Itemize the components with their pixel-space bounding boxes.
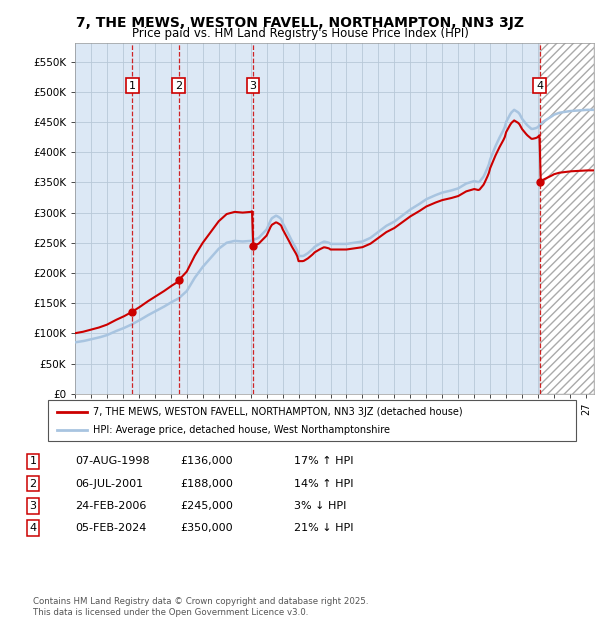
Text: 24-FEB-2006: 24-FEB-2006 [75,501,146,511]
Text: 14% ↑ HPI: 14% ↑ HPI [294,479,353,489]
Text: 07-AUG-1998: 07-AUG-1998 [75,456,149,466]
Text: 17% ↑ HPI: 17% ↑ HPI [294,456,353,466]
Text: £136,000: £136,000 [180,456,233,466]
Text: 2: 2 [29,479,37,489]
Text: 7, THE MEWS, WESTON FAVELL, NORTHAMPTON, NN3 3JZ (detached house): 7, THE MEWS, WESTON FAVELL, NORTHAMPTON,… [93,407,463,417]
Text: £188,000: £188,000 [180,479,233,489]
Text: 05-FEB-2024: 05-FEB-2024 [75,523,146,533]
Text: 3: 3 [29,501,37,511]
Text: HPI: Average price, detached house, West Northamptonshire: HPI: Average price, detached house, West… [93,425,390,435]
Text: 1: 1 [129,81,136,91]
Text: Price paid vs. HM Land Registry's House Price Index (HPI): Price paid vs. HM Land Registry's House … [131,27,469,40]
Text: 1: 1 [29,456,37,466]
Text: Contains HM Land Registry data © Crown copyright and database right 2025.
This d: Contains HM Land Registry data © Crown c… [33,598,368,617]
Text: 4: 4 [536,81,543,91]
Text: 21% ↓ HPI: 21% ↓ HPI [294,523,353,533]
Text: 4: 4 [29,523,37,533]
Bar [540,43,594,394]
Text: 06-JUL-2001: 06-JUL-2001 [75,479,143,489]
Text: 3: 3 [250,81,257,91]
Text: 2: 2 [175,81,182,91]
Text: £245,000: £245,000 [180,501,233,511]
Text: 7, THE MEWS, WESTON FAVELL, NORTHAMPTON, NN3 3JZ: 7, THE MEWS, WESTON FAVELL, NORTHAMPTON,… [76,16,524,30]
Text: 3% ↓ HPI: 3% ↓ HPI [294,501,346,511]
Text: £350,000: £350,000 [180,523,233,533]
